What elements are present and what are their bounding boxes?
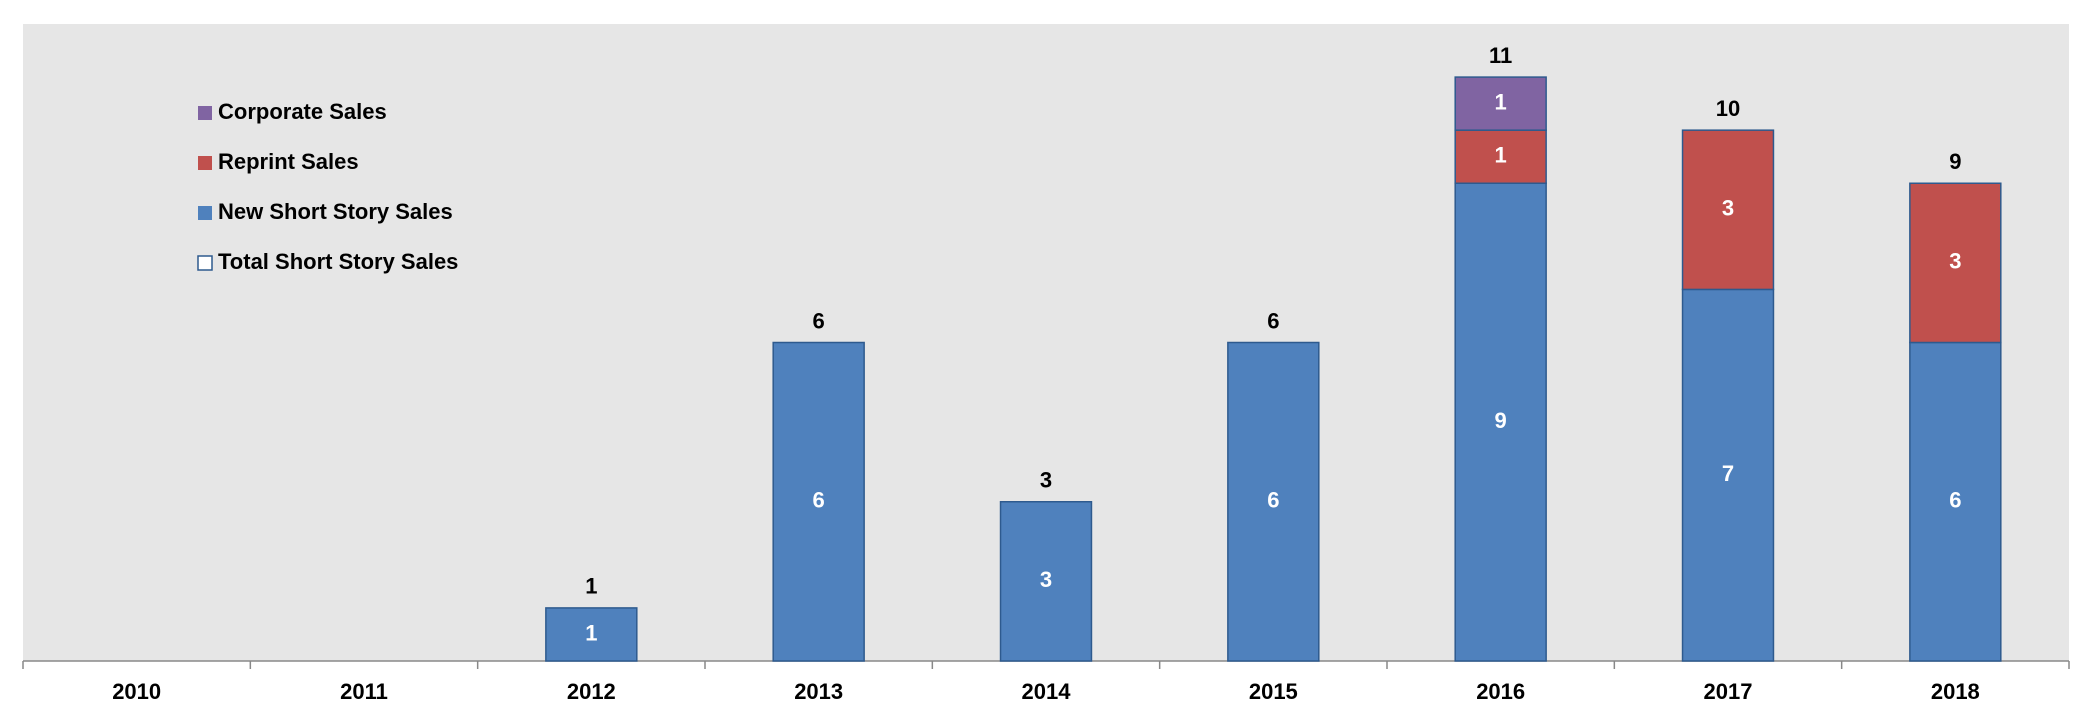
segment-label: 1 bbox=[585, 620, 597, 645]
x-tick-label: 2016 bbox=[1476, 679, 1525, 704]
total-label: 6 bbox=[1267, 308, 1279, 333]
segment-label: 1 bbox=[1495, 89, 1507, 114]
x-tick-label: 2012 bbox=[567, 679, 616, 704]
segment-label: 3 bbox=[1949, 249, 1961, 274]
bar-segment bbox=[1227, 341, 1320, 662]
legend-label: New Short Story Sales bbox=[218, 199, 453, 224]
total-label: 10 bbox=[1716, 96, 1740, 121]
legend-marker bbox=[197, 255, 213, 271]
x-tick-label: 2014 bbox=[1022, 679, 1072, 704]
bar-segment bbox=[545, 607, 638, 662]
bar-segment bbox=[1454, 76, 1547, 131]
legend-marker bbox=[198, 156, 212, 170]
segment-label: 1 bbox=[1495, 143, 1507, 168]
bar-segment bbox=[772, 341, 865, 662]
segment-label: 6 bbox=[1267, 488, 1279, 513]
segment-label: 6 bbox=[813, 488, 825, 513]
bar-segment bbox=[1454, 129, 1547, 185]
x-tick-label: 2015 bbox=[1249, 679, 1298, 704]
bar-segment bbox=[1454, 182, 1547, 662]
x-tick-label: 2017 bbox=[1704, 679, 1753, 704]
x-tick-label: 2013 bbox=[794, 679, 843, 704]
legend-marker bbox=[198, 206, 212, 220]
bar-segment bbox=[1681, 129, 1775, 291]
x-tick-label: 2010 bbox=[112, 679, 161, 704]
bar-segment bbox=[1681, 288, 1775, 662]
total-label: 6 bbox=[813, 308, 825, 333]
legend-label: Reprint Sales bbox=[218, 149, 359, 174]
total-label: 11 bbox=[1489, 43, 1512, 68]
x-tick-label: 2018 bbox=[1931, 679, 1980, 704]
segment-label: 3 bbox=[1722, 196, 1734, 221]
total-label: 1 bbox=[585, 574, 597, 599]
segment-label: 3 bbox=[1040, 567, 1052, 592]
x-tick-label: 2011 bbox=[340, 679, 388, 704]
legend-label: Total Short Story Sales bbox=[218, 249, 458, 274]
segment-label: 6 bbox=[1949, 488, 1961, 513]
bar-segment bbox=[1909, 341, 2002, 662]
total-label: 9 bbox=[1949, 149, 1961, 174]
segment-label: 9 bbox=[1495, 408, 1507, 433]
bar-segment bbox=[999, 501, 1093, 662]
bar-segment bbox=[1909, 182, 2002, 344]
segment-label: 7 bbox=[1722, 461, 1734, 486]
legend-label: Corporate Sales bbox=[218, 99, 387, 124]
total-label: 3 bbox=[1040, 468, 1052, 493]
legend-marker bbox=[198, 106, 212, 120]
